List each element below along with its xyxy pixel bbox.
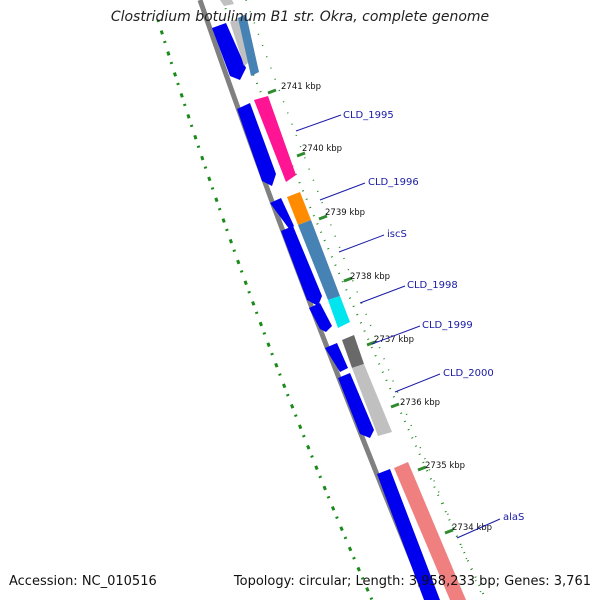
leader-line-2000 <box>394 373 441 393</box>
tick-label-2738: 2738 kbp <box>350 272 390 282</box>
cds-feature-1995 <box>237 103 276 186</box>
gene-feature-1996 <box>287 192 311 225</box>
tick-2735 <box>417 465 427 472</box>
gene-label-alaS[interactable]: alaS <box>503 512 524 523</box>
gene-label-iscS[interactable]: iscS <box>387 229 407 240</box>
gene-label-1996[interactable]: CLD_1996 <box>368 177 419 188</box>
cds-feature-2000 <box>338 373 374 438</box>
tick-2738 <box>343 276 353 283</box>
gene-feature-alaS <box>394 462 466 600</box>
gene-label-1999[interactable]: CLD_1999 <box>422 320 473 331</box>
leader-line-1999 <box>371 325 421 345</box>
tick-2736 <box>390 402 400 409</box>
leader-line-alaS <box>456 518 501 539</box>
tick-label-2741: 2741 kbp <box>281 82 321 92</box>
genome-title: Clostridium botulinum B1 str. Okra, comp… <box>110 9 490 25</box>
gc-content-outer-curve <box>221 0 487 600</box>
leader-line-1995 <box>295 114 342 132</box>
tick-label-2735: 2735 kbp <box>425 461 465 471</box>
leader-line-1998 <box>359 285 406 304</box>
tick-label-2739: 2739 kbp <box>325 208 365 218</box>
tick-2737 <box>366 340 376 347</box>
gene-feature-top-c <box>220 0 234 6</box>
gene-label-1998[interactable]: CLD_1998 <box>407 280 458 291</box>
accession-text: Accession: NC_010516 <box>9 574 157 589</box>
gene-label-1995[interactable]: CLD_1995 <box>343 110 394 121</box>
gene-labels: CLD_1995 CLD_1996 iscS CLD_1998 CLD_1999… <box>295 110 524 539</box>
tick-label-2736: 2736 kbp <box>400 398 440 408</box>
leader-line-iscS <box>338 234 385 253</box>
genome-summary-text: Topology: circular; Length: 3,958,233 bp… <box>233 574 591 589</box>
tick-label-2734: 2734 kbp <box>452 523 492 533</box>
cds-feature-top <box>212 23 246 80</box>
ruler-ticks: 2741 kbp 2740 kbp 2739 kbp 2738 kbp 2737… <box>267 82 492 535</box>
tick-2740 <box>296 151 306 158</box>
tick-2739 <box>318 214 328 221</box>
cds-feature-1999 <box>325 343 348 372</box>
gene-feature-1999 <box>342 335 364 368</box>
tick-2741 <box>267 88 277 95</box>
tick-2734 <box>444 528 454 535</box>
gene-feature-2000 <box>352 364 392 436</box>
cds-feature-1998 <box>309 303 332 332</box>
cds-feature-iscS <box>281 226 322 306</box>
cds-feature-1996 <box>270 198 294 230</box>
leader-line-1996 <box>319 182 366 201</box>
tick-label-2740: 2740 kbp <box>302 144 342 154</box>
gene-feature-1998 <box>328 296 350 328</box>
gene-feature-1995 <box>254 96 296 182</box>
gene-feature-iscS <box>298 220 340 300</box>
gene-label-2000[interactable]: CLD_2000 <box>443 368 494 379</box>
gene-feature-top-b <box>238 14 259 76</box>
features-group <box>212 0 466 600</box>
tick-label-2737: 2737 kbp <box>374 335 414 345</box>
cds-feature-alaS <box>377 469 440 600</box>
